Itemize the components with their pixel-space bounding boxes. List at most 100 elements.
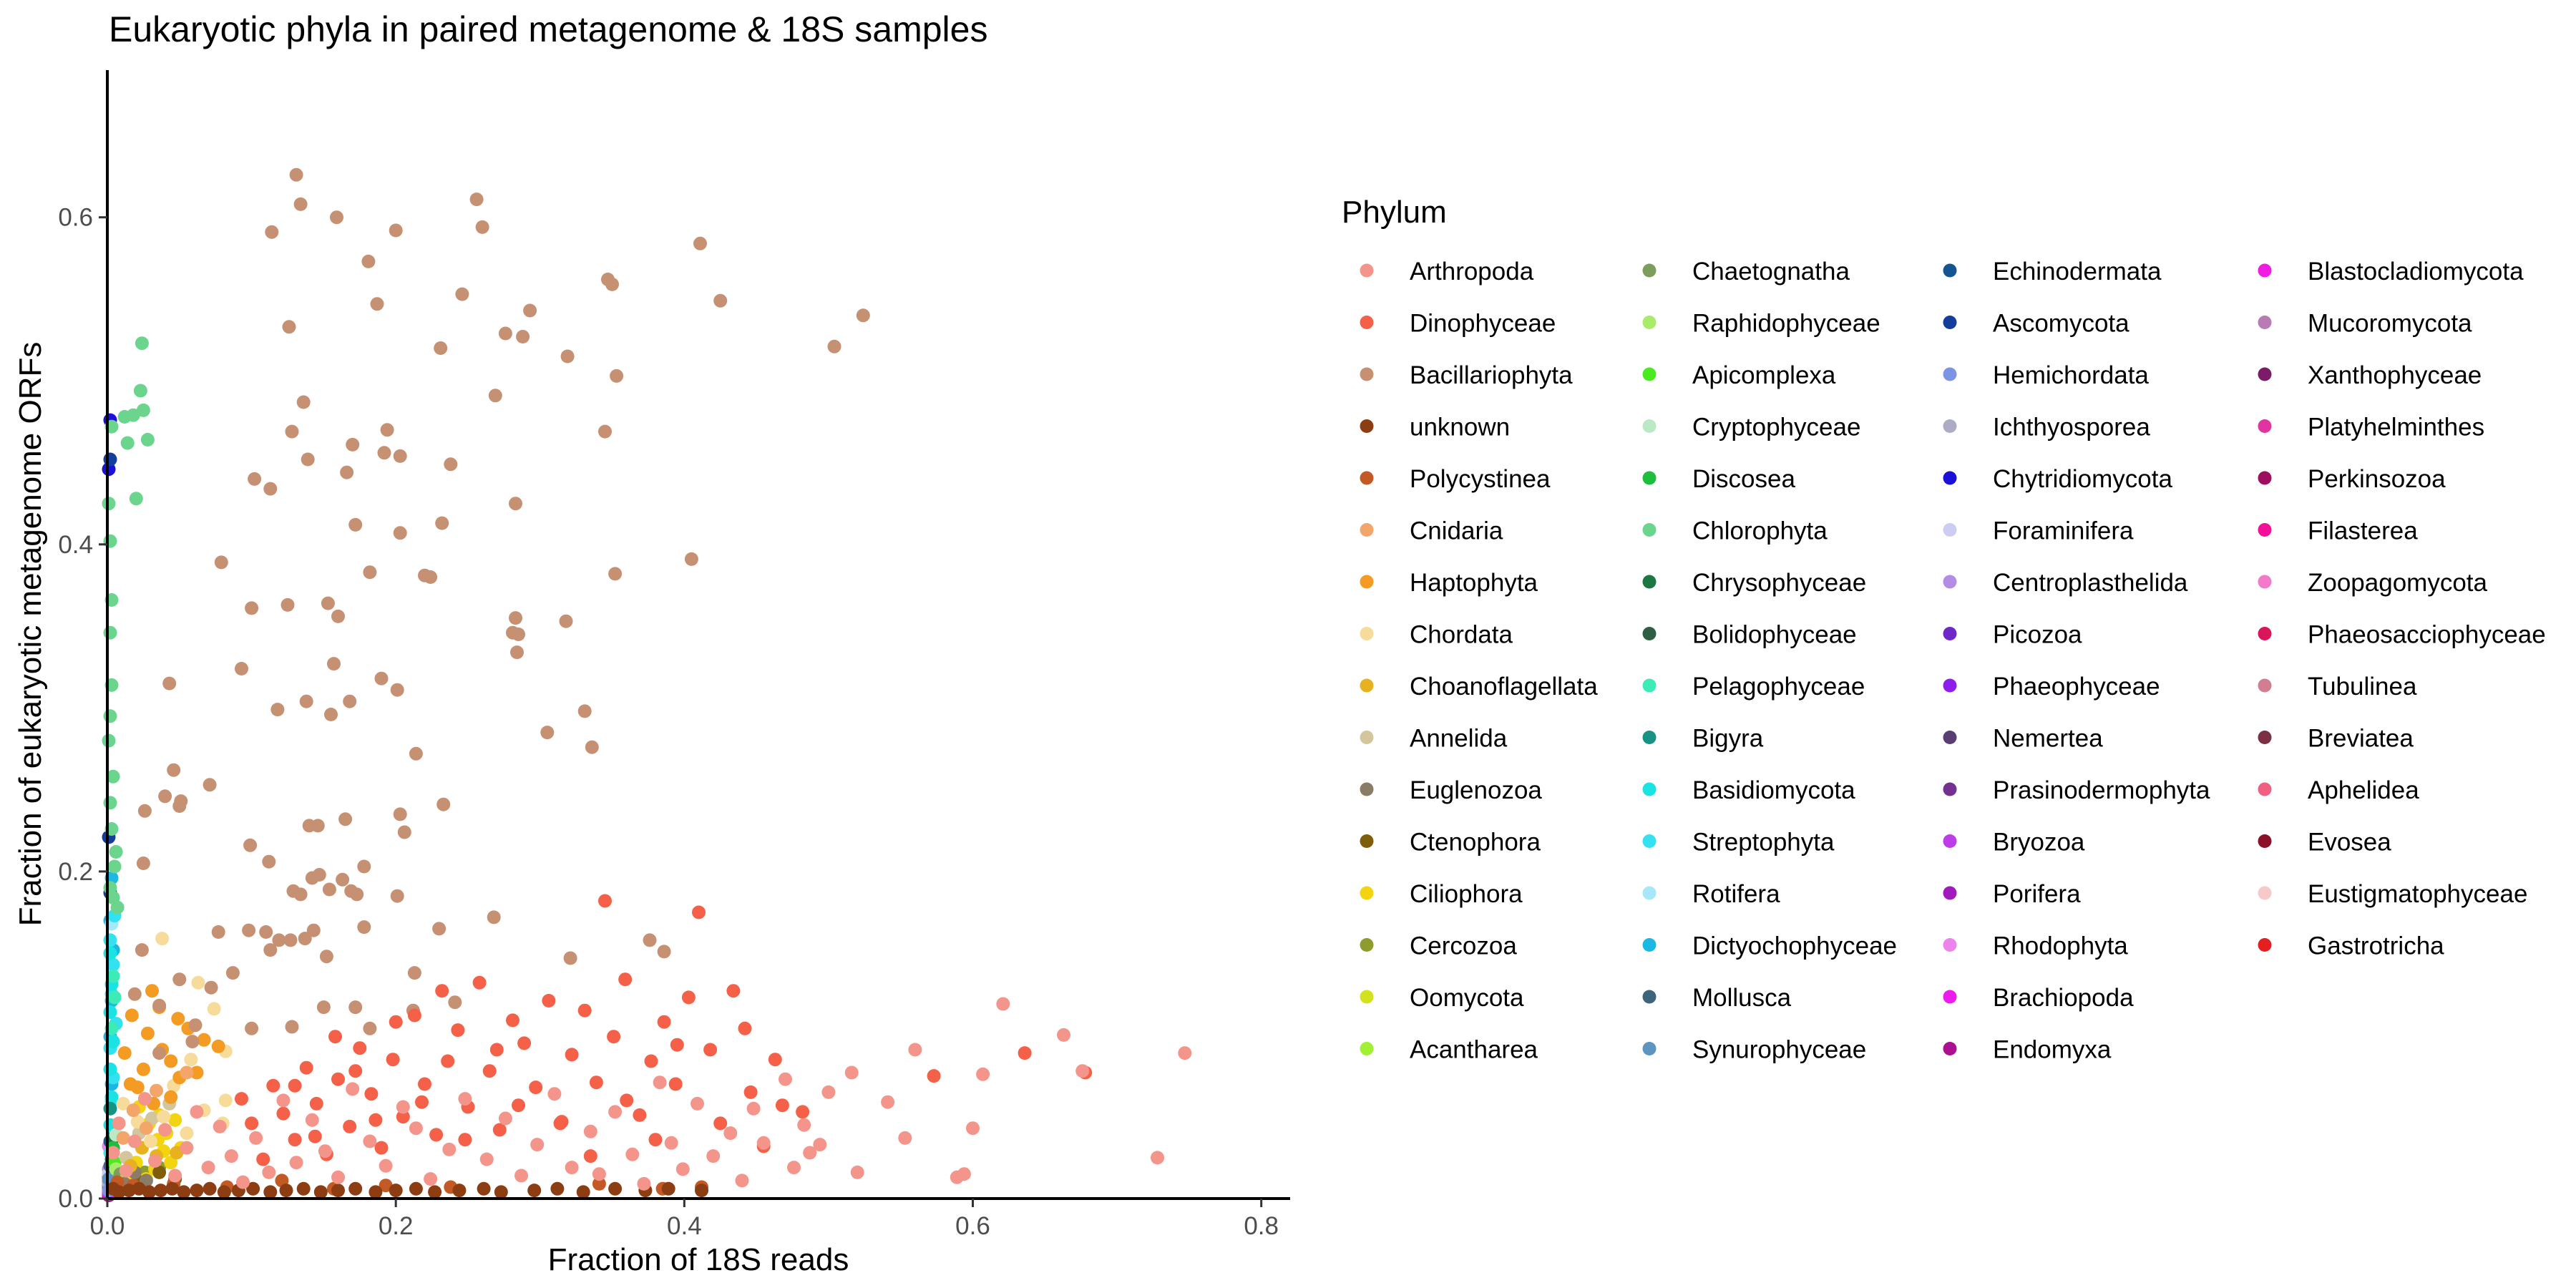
point-polycystinea-4 xyxy=(379,1179,393,1193)
point-bacillariophyta-78 xyxy=(311,819,325,833)
legend-key-acantharea xyxy=(1360,1042,1374,1055)
legend-label-phaeosacciophyceae: Phaeosacciophyceae xyxy=(2308,621,2546,649)
legend-label-acantharea: Acantharea xyxy=(1410,1036,1538,1064)
legend-key-evosea xyxy=(2258,834,2272,848)
point-bacillariophyta-81 xyxy=(262,854,276,869)
point-arthropoda-27 xyxy=(664,1136,678,1150)
point-bacillariophyta-66 xyxy=(585,740,599,754)
point-unknown-32 xyxy=(106,1181,120,1196)
legend-label-bryozoa: Bryozoa xyxy=(1993,829,2085,857)
point-pelagophyceae-0 xyxy=(106,969,120,983)
legend-key-basidiomycota xyxy=(1642,782,1657,796)
point-bacillariophyta-22 xyxy=(610,369,624,383)
point-arthropoda-15 xyxy=(813,1138,827,1152)
point-dinophyceae-35 xyxy=(386,1053,400,1067)
legend-label-ciliophora: Ciliophora xyxy=(1410,880,1523,908)
point-bacillariophyta-26 xyxy=(380,423,394,437)
point-unknown-1 xyxy=(661,1181,675,1196)
point-bacillariophyta-58 xyxy=(390,683,404,697)
point-bacillariophyta-76 xyxy=(338,812,353,826)
point-dinophyceae-61 xyxy=(458,1133,472,1147)
point-dinophyceae-12 xyxy=(644,1054,658,1068)
point-arthropoda-39 xyxy=(479,1152,494,1166)
point-chlorophyta-8 xyxy=(129,492,143,506)
point-bacillariophyta-7 xyxy=(693,236,707,250)
point-arthropoda-21 xyxy=(746,1101,761,1116)
point-bacillariophyta-1 xyxy=(469,192,484,207)
point-choanoflagellata-0 xyxy=(170,1146,184,1160)
point-arthropoda-45 xyxy=(379,1158,393,1173)
point-bacillariophyta-48 xyxy=(331,609,345,623)
legend-key-rhodophyta xyxy=(1943,938,1957,952)
y-axis-ticks: 0.0 0.2 0.4 0.6 xyxy=(58,204,107,1213)
point-bacillariophyta-42 xyxy=(363,565,377,580)
point-dinophyceae-66 xyxy=(348,1064,363,1078)
point-bacillariophyta-50 xyxy=(559,614,573,628)
point-bacillariophyta-15 xyxy=(856,308,870,323)
legend-label-bolidophyceae: Bolidophyceae xyxy=(1692,621,1857,649)
point-bacillariophyta-57 xyxy=(374,671,389,686)
legend-key-annelida xyxy=(1360,731,1374,744)
point-bacillariophyta-11 xyxy=(455,287,469,301)
point-arthropoda-0 xyxy=(1178,1046,1192,1060)
legend-label-rhodophyta: Rhodophyta xyxy=(1993,932,2128,960)
point-bacillariophyta-121 xyxy=(245,1021,259,1035)
point-bacillariophyta-2 xyxy=(293,197,308,211)
point-bacillariophyta-54 xyxy=(510,645,524,660)
point-arthropoda-17 xyxy=(797,1118,811,1132)
point-bacillariophyta-119 xyxy=(285,1020,299,1034)
legend-key-rotifera xyxy=(1642,886,1657,900)
point-bacillariophyta-32 xyxy=(301,452,315,467)
legend-label-cercozoa: Cercozoa xyxy=(1410,932,1517,960)
point-bacillariophyta-113 xyxy=(316,1000,331,1015)
legend-key-chaetognatha xyxy=(1642,263,1657,278)
point-bacillariophyta-25 xyxy=(346,437,360,452)
point-bacillariophyta-59 xyxy=(299,694,313,708)
point-bacillariophyta-102 xyxy=(306,923,321,937)
legend-label-euglenozoa: Euglenozoa xyxy=(1410,776,1542,804)
point-bacillariophyta-118 xyxy=(127,987,142,1001)
point-arthropoda-23 xyxy=(723,1126,738,1141)
point-chlorophyta-10 xyxy=(103,534,117,548)
legend-key-mucoromycota xyxy=(2258,316,2272,329)
legend-label-bacillariophyta: Bacillariophyta xyxy=(1410,361,1573,389)
point-unknown-14 xyxy=(348,1181,363,1196)
point-dinophyceae-24 xyxy=(506,1013,519,1028)
legend-label-annelida: Annelida xyxy=(1410,725,1508,753)
legend-label-ichthyosporea: Ichthyosporea xyxy=(1993,414,2150,441)
x-tick-label: 0.4 xyxy=(667,1212,702,1240)
point-arthropoda-48 xyxy=(331,1170,345,1184)
point-chlorophyta-14 xyxy=(103,709,117,723)
point-bacillariophyta-111 xyxy=(135,943,149,957)
point-chordata-1 xyxy=(191,975,205,990)
point-unknown-0 xyxy=(695,1184,708,1198)
point-arthropoda-63 xyxy=(148,1153,162,1168)
point-dinophyceae-47 xyxy=(256,1152,270,1166)
legend-label-dinophyceae: Dinophyceae xyxy=(1410,310,1556,338)
point-bigyra-0 xyxy=(103,1101,117,1116)
legend-key-picozoa xyxy=(1943,627,1957,640)
point-arthropoda-2 xyxy=(1075,1064,1090,1078)
point-basidiomycota-3 xyxy=(106,1035,120,1049)
point-unknown-17 xyxy=(296,1181,311,1196)
point-chlorophyta-16 xyxy=(106,769,120,784)
point-chordata-6 xyxy=(218,1093,233,1108)
point-bacillariophyta-62 xyxy=(324,708,338,721)
point-dinophyceae-69 xyxy=(288,1078,302,1093)
point-arthropoda-9 xyxy=(908,1043,922,1057)
point-bacillariophyta-83 xyxy=(357,859,371,874)
legend-key-ichthyosporea xyxy=(1943,419,1957,433)
point-arthropoda-34 xyxy=(565,1161,579,1175)
point-dinophyceae-22 xyxy=(529,1080,543,1095)
point-bacillariophyta-44 xyxy=(424,570,438,584)
legend-label-apicomplexa: Apicomplexa xyxy=(1692,361,1836,389)
point-bacillariophyta-75 xyxy=(436,797,451,811)
point-dinophyceae-30 xyxy=(441,1054,455,1068)
point-bacillariophyta-89 xyxy=(293,887,308,902)
point-haptophyta-7 xyxy=(211,1039,225,1053)
legend-title: Phylum xyxy=(1342,195,1447,230)
legend-key-euglenozoa xyxy=(1360,782,1374,796)
point-arthropoda-25 xyxy=(691,1096,704,1111)
point-dinophyceae-65 xyxy=(369,1113,383,1127)
